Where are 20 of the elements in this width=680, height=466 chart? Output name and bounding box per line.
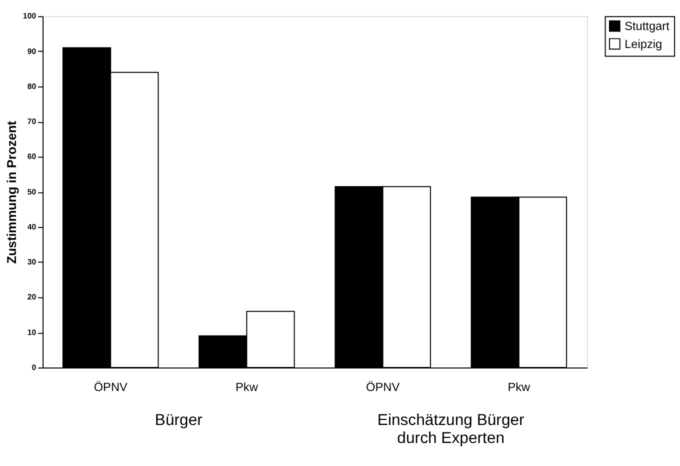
y-tick-label: 100 bbox=[22, 12, 37, 21]
y-tick-label: 10 bbox=[27, 328, 37, 337]
y-tick-label: 40 bbox=[27, 222, 37, 232]
legend-label: Stuttgart bbox=[624, 19, 670, 34]
y-tick-label: 50 bbox=[27, 187, 37, 196]
text: Bürger bbox=[154, 412, 204, 429]
x-tick-label: ÖPNV bbox=[94, 380, 128, 394]
y-tick-label: 80 bbox=[27, 82, 37, 91]
x-tick-label: ÖPNV bbox=[366, 380, 400, 394]
y-tick-label: 30 bbox=[27, 258, 37, 267]
y-tick-label: 90 bbox=[27, 46, 37, 56]
y-axis-title: Zustimmung in Prozent bbox=[4, 120, 19, 264]
y-tick-label: 0 bbox=[32, 363, 37, 372]
legend-label: Leipzig bbox=[624, 36, 662, 51]
y-tick-label: 20 bbox=[27, 292, 37, 302]
y-tick-label: 70 bbox=[27, 117, 37, 126]
y-tick-label: 60 bbox=[27, 152, 37, 162]
x-tick-label: Pkw bbox=[236, 380, 258, 394]
text: Einschätzung Bürger durch Experten bbox=[377, 412, 526, 447]
x-tick-label: Pkw bbox=[508, 380, 531, 394]
